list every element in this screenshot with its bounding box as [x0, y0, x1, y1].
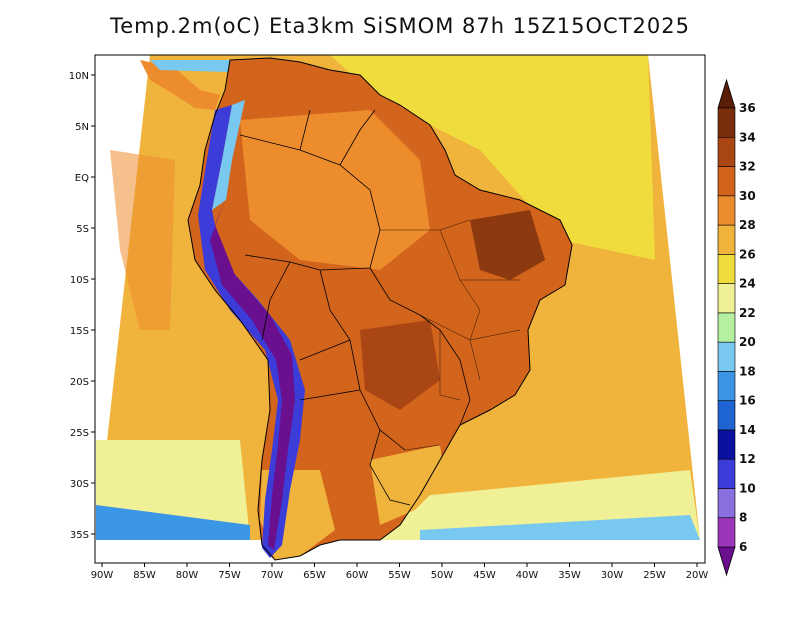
colorbar-level-label: 20 — [739, 335, 756, 349]
lon-tick-label: 35W — [558, 570, 581, 581]
colorbar-swatch — [717, 107, 736, 138]
lon-tick-label: 40W — [516, 570, 539, 581]
state-borders — [380, 219, 521, 451]
andes-coldest-core — [210, 200, 295, 550]
latitude-ticks: 10N 5N EQ 5S 10S 15S 20S 25S 30S 35S — [69, 71, 95, 541]
colorbar-swatch — [717, 136, 736, 167]
colorbar-level-label: 14 — [739, 423, 756, 437]
map-title: Temp.2m(oC) Eta3km SiSMOM 87h 15Z15OCT20… — [110, 14, 690, 38]
colorbar-level-label: 24 — [739, 277, 756, 291]
lat-tick-label: 10S — [70, 275, 89, 286]
colorbar-top-triangle — [717, 78, 736, 109]
colorbar-swatch — [717, 517, 736, 548]
central-hot-core — [360, 320, 440, 410]
colorbar-swatch — [717, 371, 736, 401]
lon-tick-label: 20W — [686, 570, 709, 581]
colorbar-level-label: 16 — [739, 394, 756, 408]
colorbar-level-label: 22 — [739, 306, 756, 320]
colorbar-swatch — [717, 312, 736, 343]
ocean-coldest-south — [96, 505, 250, 540]
lon-tick-label: 75W — [218, 570, 241, 581]
colorbar-swatch — [717, 488, 736, 519]
colorbar-level-label: 34 — [739, 130, 756, 144]
colorbar-level-label: 30 — [739, 189, 756, 203]
lon-tick-label: 85W — [133, 570, 156, 581]
colorbar-level-label: 28 — [739, 218, 756, 232]
lat-tick-label: 10N — [69, 71, 89, 82]
lat-tick-label: 20S — [70, 377, 89, 388]
lon-tick-label: 25W — [643, 570, 666, 581]
ocean-warm-north — [330, 55, 655, 260]
colorbar-swatch — [717, 166, 736, 197]
lon-tick-label: 30W — [601, 570, 624, 581]
lat-tick-label: 15S — [70, 326, 89, 337]
colorbar-level-label: 32 — [739, 160, 756, 174]
ocean-cold-southeast — [420, 515, 700, 540]
lat-tick-label: 5N — [75, 122, 89, 133]
colorbar-swatch — [717, 283, 736, 314]
colorbar: 6 8 10 12 14 16 18 20 22 24 26 28 30 32 34 36 — [717, 78, 756, 577]
ocean-coolwest — [110, 150, 175, 330]
colorbar-swatch — [717, 341, 736, 372]
colorbar-swatch — [717, 224, 736, 255]
lat-tick-label: 35S — [70, 530, 89, 541]
colorbar-level-label: 18 — [739, 364, 756, 378]
colorbar-bottom-triangle — [717, 546, 736, 577]
longitude-ticks: 90W 85W 80W 75W 70W 65W 60W 55W 50W 45W 40W 35W 30W 2… — [91, 563, 709, 581]
colorbar-level-label: 12 — [739, 452, 756, 466]
lat-tick-label: EQ — [75, 173, 89, 184]
south-brazil-mild — [370, 445, 445, 525]
lon-tick-label: 55W — [388, 570, 411, 581]
lon-tick-label: 70W — [261, 570, 284, 581]
coastline — [187, 57, 573, 561]
lat-tick-label: 30S — [70, 479, 89, 490]
colorbar-swatch — [717, 429, 736, 460]
lon-tick-label: 45W — [473, 570, 496, 581]
colorbar-level-label: 6 — [739, 540, 747, 554]
colorbar-swatch — [717, 254, 736, 284]
colorbar-swatch — [717, 458, 736, 489]
colorbar-level-label: 10 — [739, 481, 756, 495]
lon-tick-label: 65W — [303, 570, 326, 581]
lat-tick-label: 25S — [70, 428, 89, 439]
lon-tick-label: 60W — [346, 570, 369, 581]
central-america-land — [140, 60, 220, 110]
lat-tick-label: 5S — [76, 224, 89, 235]
lon-tick-label: 80W — [176, 570, 199, 581]
caribbean-cool-strip — [150, 60, 230, 72]
colorbar-level-label: 26 — [739, 247, 756, 261]
lon-tick-label: 90W — [91, 570, 114, 581]
colorbar-level-label: 36 — [739, 101, 756, 115]
colorbar-swatch — [717, 195, 736, 226]
colorbar-swatch — [717, 400, 736, 431]
lon-tick-label: 50W — [431, 570, 454, 581]
northeast-hot-core — [470, 210, 545, 280]
colorbar-level-label: 8 — [739, 511, 747, 525]
andes-mid-band — [212, 100, 245, 210]
